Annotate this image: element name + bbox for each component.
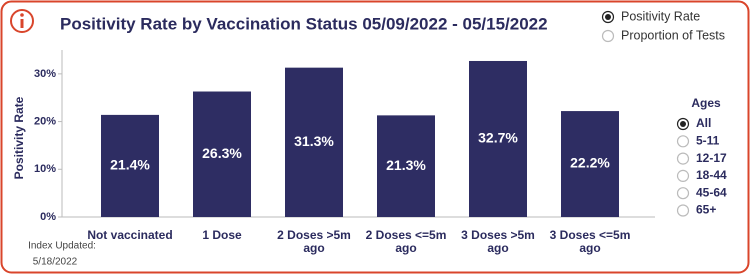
age-option[interactable]: 45-64 [696, 185, 727, 199]
chart-title: Positivity Rate by Vaccination Status 05… [60, 14, 548, 33]
bar [377, 115, 435, 217]
x-tick-label: 3 Doses >5m ago [461, 228, 535, 255]
age-option[interactable]: 65+ [696, 203, 716, 217]
x-tick-label: Not vaccinated [87, 228, 173, 242]
age-option[interactable]: 5-11 [696, 133, 720, 147]
measure-option[interactable]: Proportion of Tests [621, 28, 725, 42]
y-tick-label: 30% [34, 68, 56, 80]
age-option[interactable]: 18-44 [696, 168, 727, 182]
bar [469, 60, 527, 217]
data-label: 21.3% [386, 157, 426, 173]
radio-dot[interactable] [680, 121, 686, 127]
x-tick-label: 1 Dose [202, 228, 242, 242]
bar [561, 111, 619, 217]
y-axis-label: Positivity Rate [12, 96, 26, 179]
radio-button[interactable] [601, 29, 615, 43]
bar [193, 91, 251, 217]
data-label: 22.2% [570, 155, 610, 171]
age-option[interactable]: 12-17 [696, 151, 727, 165]
info-icon[interactable] [10, 9, 34, 33]
radio-dot[interactable] [605, 14, 611, 20]
index-updated-date: 5/18/2022 [33, 257, 78, 268]
measure-option[interactable]: Positivity Rate [621, 9, 700, 23]
radio-button[interactable] [676, 204, 690, 217]
y-tick-label: 20% [34, 115, 56, 127]
data-label: 31.3% [294, 133, 334, 149]
ages-title: Ages [691, 96, 721, 110]
x-tick-label: 2 Doses >5m ago [277, 228, 351, 255]
data-label: 26.3% [202, 145, 242, 161]
y-tick-label: 0% [40, 211, 56, 223]
data-label: 32.7% [478, 130, 518, 146]
y-tick-label: 10% [34, 163, 56, 175]
age-option[interactable]: All [696, 116, 711, 130]
bar [101, 114, 159, 217]
radio-button[interactable] [676, 152, 690, 165]
x-tick-label: 3 Doses <=5m ago [549, 228, 631, 255]
radio-button[interactable] [676, 187, 690, 200]
radio-button[interactable] [676, 169, 690, 182]
index-updated-label: Index Updated: [28, 241, 96, 252]
data-label: 21.4% [110, 157, 150, 173]
radio-button[interactable] [676, 135, 690, 148]
bar [285, 67, 343, 217]
x-tick-label: 2 Doses <=5m ago [365, 228, 447, 255]
